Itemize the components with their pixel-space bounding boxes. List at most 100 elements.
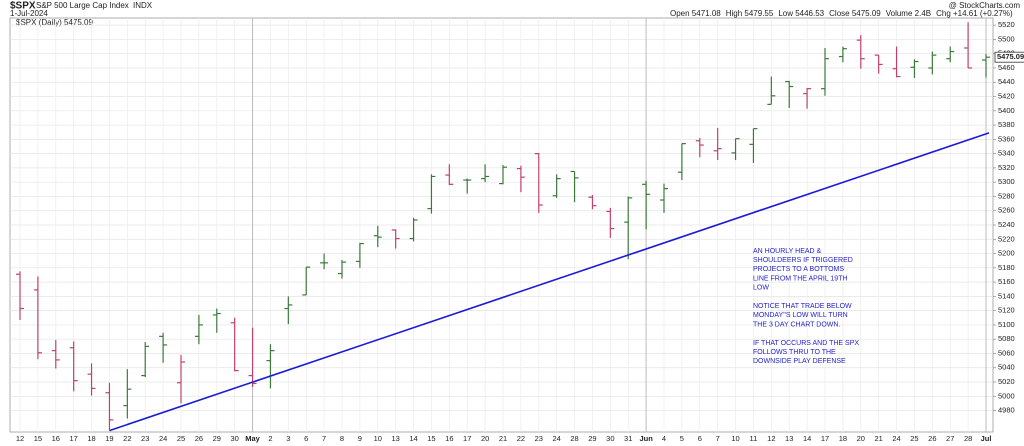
annotation-line: PROJECTS TO A BOTTOMS (753, 266, 844, 273)
x-tick-label: 23 (535, 434, 543, 443)
x-tick-label: 27 (946, 434, 954, 443)
trendline (109, 132, 990, 432)
x-tick-label: Jun (639, 434, 653, 443)
x-tick-label: 15 (427, 434, 435, 443)
y-tick-label: 5020 (998, 377, 1015, 386)
annotation-line: MONDAY''S LOW WILL TURN (753, 312, 848, 319)
chart-title: $SPX (10, 1, 36, 12)
x-tick-label: 6 (698, 434, 702, 443)
y-tick-label: 5320 (998, 163, 1015, 172)
x-tick-label: 17 (821, 434, 829, 443)
x-tick-label: May (245, 434, 260, 443)
y-tick-label: 5140 (998, 291, 1015, 300)
exchange: INDX (133, 1, 153, 10)
x-tick-label: 10 (374, 434, 382, 443)
y-tick-label: 5500 (998, 34, 1015, 43)
x-tick-label: 16 (445, 434, 453, 443)
y-tick-label: 4980 (998, 406, 1015, 415)
y-tick-label: 5340 (998, 149, 1015, 158)
x-tick-label: 21 (499, 434, 507, 443)
x-tick-label: 7 (322, 434, 326, 443)
annotation-line: FOLLOWS THRU TO THE (753, 349, 836, 356)
x-tick-label: 18 (839, 434, 847, 443)
x-tick-label: 24 (892, 434, 900, 443)
y-tick-label: 5520 (998, 20, 1015, 29)
annotation-line: AN HOURLY HEAD & (753, 248, 822, 255)
header-stat: Volume 2.4B (886, 9, 931, 18)
annotation-line: LOW (753, 285, 769, 292)
x-tick-label: 20 (857, 434, 865, 443)
y-tick-label: 5220 (998, 234, 1015, 243)
x-tick-label: 14 (409, 434, 417, 443)
header-stat: High 5479.55 (726, 9, 774, 18)
x-tick-label: 14 (803, 434, 811, 443)
y-tick-label: 5240 (998, 220, 1015, 229)
annotation-line: IF THAT OCCURS AND THE SPX (753, 340, 859, 347)
annotation-line: THE 3 DAY CHART DOWN. (753, 321, 840, 328)
x-tick-label: 12 (767, 434, 775, 443)
x-tick-label: 31 (624, 434, 632, 443)
x-tick-label: 2 (268, 434, 272, 443)
x-tick-label: 9 (358, 434, 362, 443)
header-stat: Open 5471.08 (670, 9, 721, 18)
y-tick-label: 5420 (998, 92, 1015, 101)
y-tick-label: 5200 (998, 249, 1015, 258)
x-tick-label: 28 (964, 434, 972, 443)
x-tick-label: 25 (910, 434, 918, 443)
x-tick-label: 17 (69, 434, 77, 443)
source: @ StockCharts.com (949, 1, 1021, 10)
x-tick-label: 22 (517, 434, 525, 443)
x-tick-label: 19 (105, 434, 113, 443)
x-tick-label: 8 (340, 434, 344, 443)
x-tick-label: 29 (588, 434, 596, 443)
x-tick-label: Jul (981, 434, 992, 443)
x-tick-label: 13 (391, 434, 399, 443)
y-tick-label: 5460 (998, 63, 1015, 72)
y-tick-label: 5260 (998, 206, 1015, 215)
y-tick-label: 5000 (998, 391, 1015, 400)
annotation-line: SHOULDEERS IF TRIGGERED (753, 257, 853, 264)
x-tick-label: 17 (463, 434, 471, 443)
last-price-box (994, 51, 1024, 63)
x-tick-label: 4 (662, 434, 666, 443)
y-tick-label: 5100 (998, 320, 1015, 329)
x-tick-label: 24 (159, 434, 167, 443)
y-tick-label: 5080 (998, 334, 1015, 343)
x-tick-label: 25 (177, 434, 185, 443)
y-tick-label: 5300 (998, 177, 1015, 186)
x-tick-label: 30 (230, 434, 238, 443)
x-tick-label: 18 (87, 434, 95, 443)
y-tick-label: 5180 (998, 263, 1015, 272)
x-tick-label: 26 (195, 434, 203, 443)
x-tick-label: 20 (481, 434, 489, 443)
x-tick-label: 15 (34, 434, 42, 443)
date: 1-Jul-2024 (10, 9, 48, 18)
x-tick-label: 30 (606, 434, 614, 443)
x-tick-label: 28 (570, 434, 578, 443)
legend: $SPX (Daily) 5475.09 (16, 18, 93, 27)
y-tick-label: 5440 (998, 77, 1015, 86)
last-price-label: 5475.09 (997, 52, 1024, 61)
y-tick-label: 5280 (998, 191, 1015, 200)
x-tick-label: 23 (141, 434, 149, 443)
y-tick-label: 5400 (998, 106, 1015, 115)
x-tick-label: 6 (304, 434, 308, 443)
x-tick-label: 21 (874, 434, 882, 443)
annotation-line: NOTICE THAT TRADE BELOW (753, 303, 852, 310)
y-tick-label: 5040 (998, 363, 1015, 372)
header-stat: Low 5446.53 (778, 9, 824, 18)
x-tick-label: 24 (552, 434, 560, 443)
x-tick-label: 3 (286, 434, 290, 443)
chart-subtitle: S&P 500 Large Cap Index (36, 1, 129, 10)
y-tick-label: 5160 (998, 277, 1015, 286)
x-tick-label: 11 (750, 434, 758, 443)
x-tick-label: 22 (123, 434, 131, 443)
y-tick-label: 5380 (998, 120, 1015, 129)
y-tick-label: 5360 (998, 134, 1015, 143)
y-tick-label: 5120 (998, 306, 1015, 315)
annotation-line: DOWNSIDE PLAY DEFENSE (753, 358, 846, 365)
x-tick-label: 16 (52, 434, 60, 443)
x-tick-label: 7 (716, 434, 720, 443)
x-tick-label: 12 (16, 434, 24, 443)
